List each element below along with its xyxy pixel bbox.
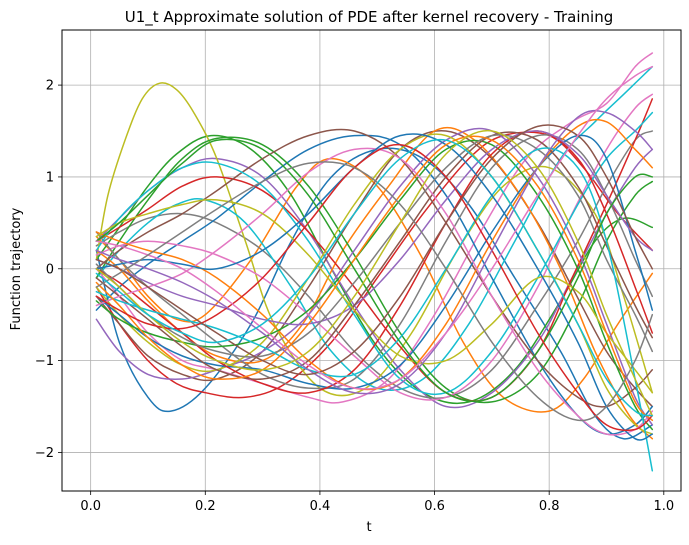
x-tick-label: 1.0 [653,499,674,514]
y-tick-label: −2 [35,446,54,461]
y-tick-label: 0 [46,262,54,277]
x-tick-label: 0.0 [80,499,101,514]
y-tick-label: 2 [46,79,54,94]
x-axis-label: t [366,520,371,535]
x-tick-label: 0.4 [310,499,331,514]
chart-title: U1_t Approximate solution of PDE after k… [125,8,613,27]
y-tick-label: −1 [35,354,54,369]
y-axis-label: Function trajectory [9,207,24,330]
x-tick-label: 0.6 [424,499,445,514]
x-tick-label: 0.2 [195,499,216,514]
y-tick-label: 1 [46,170,54,185]
x-tick-label: 0.8 [539,499,560,514]
